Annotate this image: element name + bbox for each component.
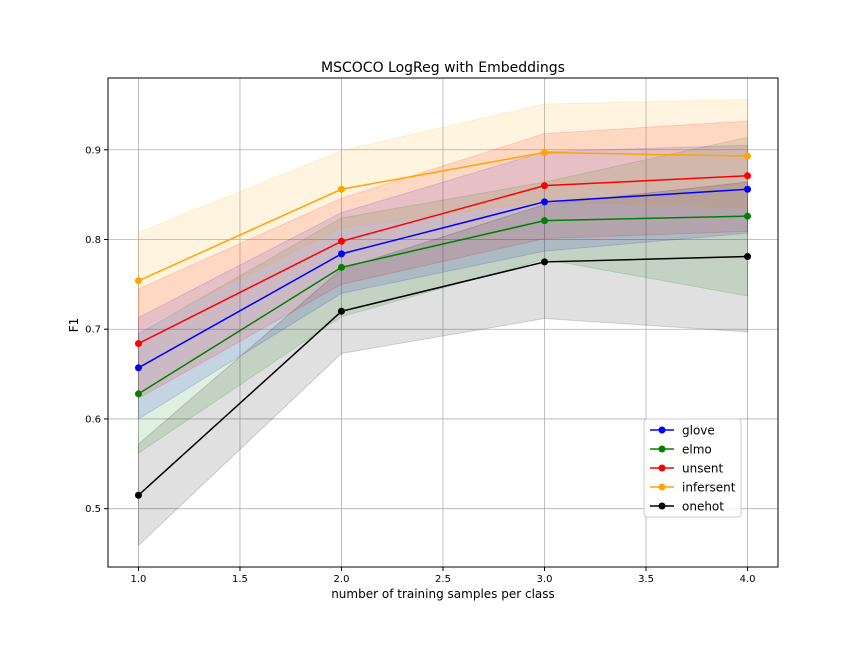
infersent-point [134,277,142,285]
glove-line [138,188,748,369]
unsent-legend-marker [658,464,666,472]
y-axis-ticks: 0.5 0.6 0.7 0.8 0.9 [85,145,108,515]
x-tick-label: 1.0 [131,574,147,585]
onehot-point [134,491,142,499]
confidence-bands [137,99,749,547]
infersent-line [138,151,748,282]
y-tick-label: 0.8 [85,235,101,246]
elmo-confidence-band [137,136,749,454]
series-markers [134,148,752,499]
x-tick-label: 1.5 [232,574,248,585]
infersent-legend-marker [658,483,666,491]
onehot-point [744,253,752,261]
x-axis-ticks: 1.0 1.5 2.0 2.5 3.0 3.5 4.0 [131,567,756,585]
x-tick-label: 2.0 [334,574,350,585]
elmo-point [744,212,752,220]
elmo-line [138,215,748,395]
legend-box [643,418,742,518]
infersent-point [541,148,549,156]
x-tick-label: 3.5 [638,574,654,585]
y-tick-label: 0.6 [85,414,101,425]
grid [108,78,778,567]
y-tick-label: 0.9 [85,145,101,156]
y-tick-label: 0.7 [85,325,101,336]
x-tick-label: 2.5 [435,574,451,585]
infersent-point [337,185,345,193]
onehot-line [137,255,748,496]
onehot-confidence-band [137,181,749,547]
onehot-legend-marker [658,502,666,510]
unsent-point [337,237,345,245]
legend-label: unsent [682,462,723,476]
series-lines [137,151,748,496]
unsent-point [744,172,752,180]
elmo-legend-marker [658,445,666,453]
x-tick-label: 3.0 [537,574,553,585]
legend-label: infersent [682,481,736,495]
elmo-point [134,390,142,398]
glove-point [744,185,752,193]
elmo-point [337,263,345,271]
y-tick-label: 0.5 [85,504,101,515]
legend-label: glove [682,424,715,438]
legend-label: elmo [682,443,712,457]
elmo-point [541,217,549,225]
infersent-point [744,152,752,160]
onehot-point [541,258,549,266]
onehot-point [337,307,345,315]
glove-point [541,198,549,206]
glove-legend-marker [658,426,666,434]
x-tick-label: 4.0 [740,574,756,585]
glove-confidence-band [137,144,749,420]
unsent-line [138,175,748,345]
glove-point [337,250,345,258]
glove-point [134,364,142,372]
infersent-confidence-band [137,99,749,331]
y-axis-label: F1 [67,318,81,333]
legend-label: onehot [682,500,724,514]
chart-title: MSCOCO LogReg with Embeddings [321,60,565,76]
unsent-point [134,340,142,348]
unsent-point [541,182,549,190]
legend: glove elmo unsent infersent onehot [643,418,742,518]
x-axis-label: number of training samples per class [331,587,555,601]
